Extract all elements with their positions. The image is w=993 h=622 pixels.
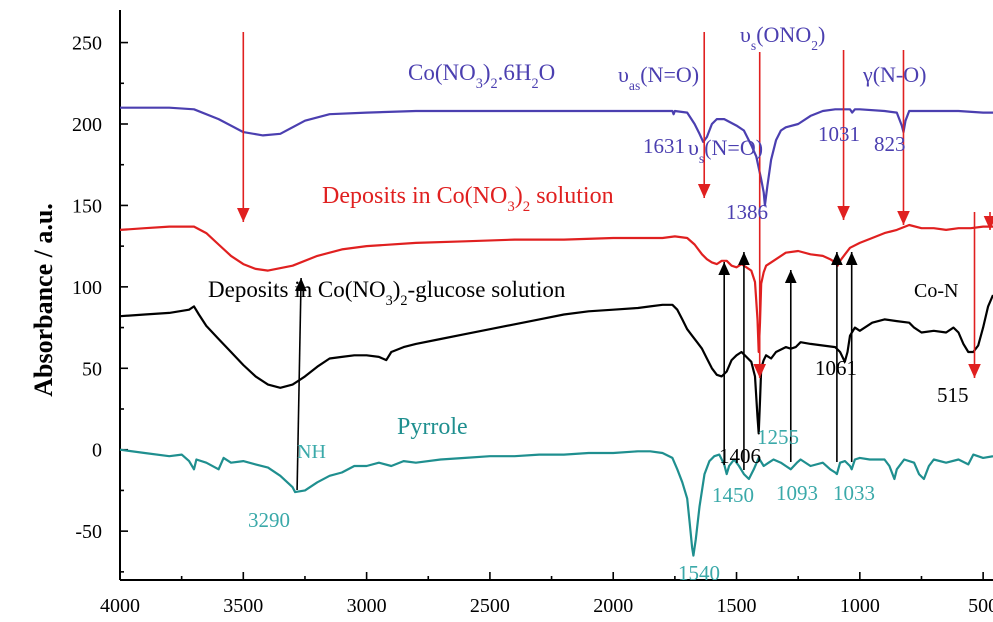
peak-3290: 3290: [248, 508, 290, 532]
annotation-gamma: γ(N-O): [862, 62, 926, 87]
series-line-3: [119, 448, 993, 557]
x-tick-label: 3500: [223, 595, 263, 617]
x-tick-label: 1000: [840, 595, 880, 617]
tick-labels: 4000 3500 3000 2500 2000 1500 1000 500 -50 0 50 100…: [72, 33, 993, 617]
peak-823: 823: [874, 132, 906, 156]
series-layer: [119, 106, 993, 557]
black-arrow-2-head: [784, 270, 797, 283]
red-arrow-0-head: [237, 208, 250, 222]
red-arrow-3-head: [837, 206, 850, 220]
red-arrow-2-head: [753, 364, 767, 378]
red-arrow-6-head: [983, 216, 993, 230]
x-tick-label: 1500: [717, 595, 757, 617]
black-arrow-4-head: [845, 252, 858, 265]
peak-515: 515: [937, 383, 969, 407]
y-tick-label: 50: [82, 358, 102, 380]
red-arrow-1-head: [697, 184, 711, 198]
axis-ticks: [119, 41, 984, 580]
y-axis-label: Absorbance / a.u.: [29, 203, 58, 397]
arrow-layer: [237, 32, 993, 491]
y-tick-label: 0: [92, 440, 102, 462]
annotation-vs-no: υs(N=O): [688, 135, 763, 166]
x-tick-label: 500: [968, 595, 993, 617]
peak-1450: 1450: [712, 483, 754, 507]
peak-1093: 1093: [776, 481, 818, 505]
x-tick-label: 2500: [470, 595, 510, 617]
series-line-2: [119, 294, 993, 435]
red-arrow-5-head: [968, 364, 981, 378]
nh-arrow-head: [294, 278, 307, 292]
peak-1031: 1031: [818, 122, 860, 146]
annotation-nh: NH: [297, 441, 326, 463]
series-line-0: [120, 106, 993, 207]
peak-1061: 1061: [815, 356, 857, 380]
label-layer: Co(NO3)2.6H2O Deposits in Co(NO3)2 soluti…: [208, 22, 969, 585]
peak-1540: 1540: [678, 561, 720, 585]
peak-1033: 1033: [833, 481, 875, 505]
annotation-vs-ono2: υs(ONO2): [740, 22, 825, 53]
annotation-co-n: Co-N: [914, 280, 958, 302]
black-arrow-3-head: [831, 252, 843, 265]
annotation-vas: υas(N=O): [618, 62, 699, 93]
black-arrow-0-head: [718, 262, 731, 275]
series-line-1: [119, 223, 993, 354]
label-pyrrole: Pyrrole: [397, 414, 468, 440]
label-deposits-co-nitrate: Deposits in Co(NO3)2 solution: [322, 183, 614, 215]
peak-1386: 1386: [726, 200, 768, 224]
peak-1255: 1255: [757, 425, 799, 449]
x-tick-label: 3000: [347, 595, 387, 617]
peak-1631: 1631: [643, 134, 685, 158]
y-tick-label: 150: [72, 195, 102, 217]
nh-arrow-shaft: [296, 277, 302, 491]
y-tick-label: -50: [75, 521, 102, 543]
black-arrow-1-head: [738, 252, 750, 265]
y-tick-label: 200: [72, 114, 102, 136]
y-tick-label: 250: [72, 33, 102, 55]
peak-1406: 1406: [719, 444, 761, 468]
x-tick-label: 4000: [100, 595, 140, 617]
red-arrow-4-head: [897, 211, 910, 225]
label-deposits-glucose: Deposits in Co(NO3)2-glucose solution: [208, 277, 566, 309]
y-tick-label: 100: [72, 277, 102, 299]
label-co-nitrate-hexahydrate: Co(NO3)2.6H2O: [408, 60, 555, 92]
x-tick-label: 2000: [593, 595, 633, 617]
